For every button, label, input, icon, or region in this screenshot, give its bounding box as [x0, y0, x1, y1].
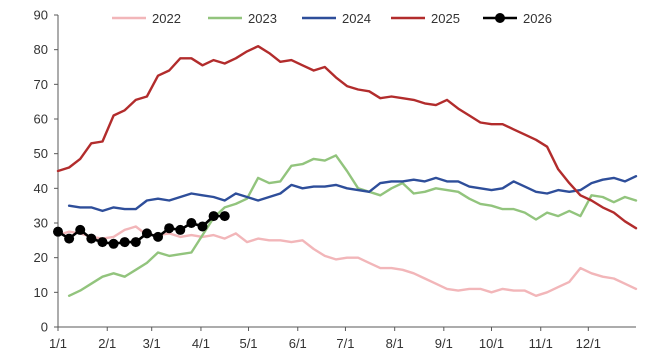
y-tick-label: 60 — [34, 112, 48, 127]
data-point-2026 — [109, 239, 119, 249]
y-tick-label: 90 — [34, 8, 48, 23]
x-tick-label: 12/1 — [576, 336, 601, 351]
legend-label: 2025 — [431, 11, 460, 26]
data-point-2026 — [97, 237, 107, 247]
x-tick-label: 6/1 — [289, 336, 307, 351]
y-tick-label: 20 — [34, 250, 48, 265]
legend-item-2026: 2026 — [483, 11, 552, 26]
x-tick-label: 1/1 — [49, 336, 67, 351]
y-tick-label: 30 — [34, 216, 48, 231]
y-tick-label: 70 — [34, 77, 48, 92]
x-tick-label: 7/1 — [336, 336, 354, 351]
y-tick-label: 50 — [34, 146, 48, 161]
x-tick-label: 9/1 — [435, 336, 453, 351]
legend-label: 2026 — [523, 11, 552, 26]
data-point-2026 — [164, 223, 174, 233]
data-point-2026 — [75, 225, 85, 235]
y-tick-label: 10 — [34, 285, 48, 300]
legend-item-2022: 2022 — [112, 11, 181, 26]
x-tick-label: 3/1 — [143, 336, 161, 351]
data-point-2026 — [186, 218, 196, 228]
data-point-2026 — [86, 234, 96, 244]
x-tick-label: 4/1 — [192, 336, 210, 351]
x-tick-label: 10/1 — [479, 336, 504, 351]
data-point-2026 — [198, 221, 208, 231]
data-point-2026 — [131, 237, 141, 247]
x-tick-label: 2/1 — [98, 336, 116, 351]
data-point-2026 — [220, 211, 230, 221]
y-tick-label: 0 — [41, 320, 48, 335]
data-point-2026 — [120, 237, 130, 247]
data-point-2026 — [64, 234, 74, 244]
data-point-2026 — [142, 228, 152, 238]
legend-label: 2023 — [248, 11, 277, 26]
legend-label: 2022 — [152, 11, 181, 26]
data-point-2026 — [153, 232, 163, 242]
legend-item-2023: 2023 — [208, 11, 277, 26]
x-tick-label: 5/1 — [239, 336, 257, 351]
y-tick-label: 80 — [34, 42, 48, 57]
x-tick-label: 11/1 — [529, 336, 553, 351]
data-point-2026 — [175, 225, 185, 235]
legend-label: 2024 — [342, 11, 371, 26]
series-line-2023 — [69, 155, 636, 295]
legend-item-2025: 2025 — [391, 11, 460, 26]
data-point-2026 — [209, 211, 219, 221]
legend-item-2024: 2024 — [302, 11, 371, 26]
legend-marker — [495, 13, 505, 23]
x-tick-label: 8/1 — [386, 336, 404, 351]
y-tick-label: 40 — [34, 181, 48, 196]
data-point-2026 — [53, 227, 63, 237]
